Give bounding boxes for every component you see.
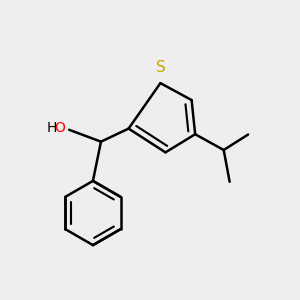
Text: S: S [156,60,166,75]
Text: O: O [54,121,65,135]
Text: H: H [47,121,57,135]
